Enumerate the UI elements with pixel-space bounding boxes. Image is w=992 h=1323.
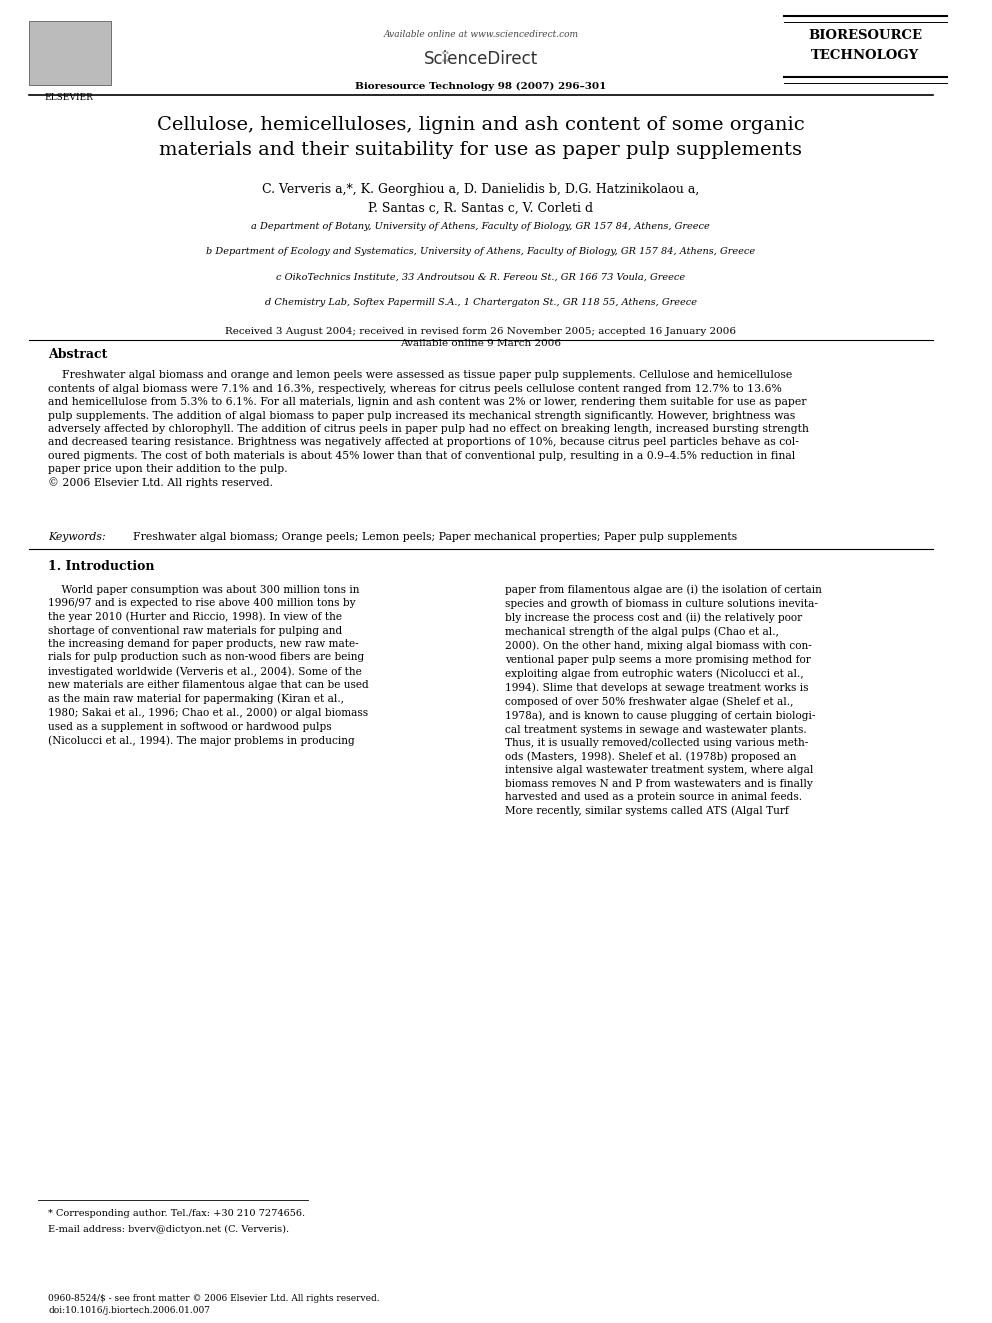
Text: ScienceDirect: ScienceDirect xyxy=(424,50,538,69)
Text: TECHNOLOGY: TECHNOLOGY xyxy=(811,49,920,62)
Text: a Department of Botany, University of Athens, Faculty of Biology, GR 157 84, Ath: a Department of Botany, University of At… xyxy=(251,222,710,232)
Text: Received 3 August 2004; received in revised form 26 November 2005; accepted 16 J: Received 3 August 2004; received in revi… xyxy=(225,327,736,348)
Text: Abstract: Abstract xyxy=(48,348,107,361)
Text: Available online at www.sciencedirect.com: Available online at www.sciencedirect.co… xyxy=(383,30,578,40)
Text: * Corresponding author. Tel./fax: +30 210 7274656.: * Corresponding author. Tel./fax: +30 21… xyxy=(48,1209,306,1218)
Text: Keywords:: Keywords: xyxy=(48,532,106,542)
Text: b Department of Ecology and Systematics, University of Athens, Faculty of Biolog: b Department of Ecology and Systematics,… xyxy=(206,247,755,257)
Text: paper from filamentous algae are (i) the isolation of certain
species and growth: paper from filamentous algae are (i) the… xyxy=(505,585,821,816)
Text: E-mail address: bverv@dictyon.net (C. Ververis).: E-mail address: bverv@dictyon.net (C. Ve… xyxy=(48,1225,290,1234)
Bar xyxy=(29,21,110,85)
Text: Cellulose, hemicelluloses, lignin and ash content of some organic
materials and : Cellulose, hemicelluloses, lignin and as… xyxy=(157,116,805,160)
Text: Freshwater algal biomass and orange and lemon peels were assessed as tissue pape: Freshwater algal biomass and orange and … xyxy=(48,370,808,488)
Text: BIORESOURCE: BIORESOURCE xyxy=(808,29,923,42)
Text: 0960-8524/$ - see front matter © 2006 Elsevier Ltd. All rights reserved.
doi:10.: 0960-8524/$ - see front matter © 2006 El… xyxy=(48,1294,380,1315)
Text: ELSEVIER: ELSEVIER xyxy=(45,93,93,102)
Text: C. Ververis a,*, K. Georghiou a, D. Danielidis b, D.G. Hatzinikolaou a,
P. Santa: C. Ververis a,*, K. Georghiou a, D. Dani… xyxy=(262,183,699,214)
Text: 1. Introduction: 1. Introduction xyxy=(48,560,155,573)
Text: d Chemistry Lab, Softex Papermill S.A., 1 Chartergaton St., GR 118 55, Athens, G: d Chemistry Lab, Softex Papermill S.A., … xyxy=(265,298,696,307)
Text: World paper consumption was about 300 million tons in
1996/97 and is expected to: World paper consumption was about 300 mi… xyxy=(48,585,369,746)
Text: c OikoTechnics Institute, 33 Androutsou & R. Fereou St., GR 166 73 Voula, Greece: c OikoTechnics Institute, 33 Androutsou … xyxy=(276,273,685,282)
Text: Freshwater algal biomass; Orange peels; Lemon peels; Paper mechanical properties: Freshwater algal biomass; Orange peels; … xyxy=(133,532,737,542)
Text: Bioresource Technology 98 (2007) 296–301: Bioresource Technology 98 (2007) 296–301 xyxy=(355,82,606,91)
Text: ••
••: •• •• xyxy=(440,49,450,66)
